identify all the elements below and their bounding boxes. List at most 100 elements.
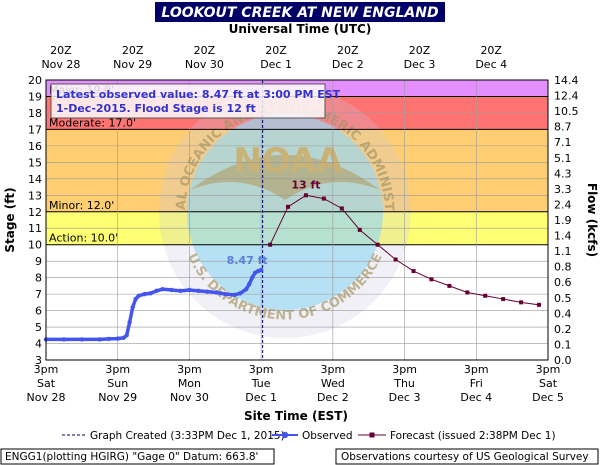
bottom-tick-day: Sat xyxy=(37,377,56,390)
bottom-tick-date: Nov 29 xyxy=(98,391,137,404)
left-axis-title: Stage (ft) xyxy=(3,187,17,252)
flood-band-label-moderate: Moderate: 17.0' xyxy=(49,116,136,129)
observed-point xyxy=(232,292,237,298)
left-tick-label: 8 xyxy=(35,272,42,285)
bottom-tick-time: 3pm xyxy=(464,363,489,376)
left-tick-label: 9 xyxy=(35,255,42,268)
forecast-peak-label: 13 ft xyxy=(291,178,320,191)
left-tick-label: 19 xyxy=(28,90,42,103)
right-axis-ticks: 0.0 0.1 0.2 0.4 0.5 0.6 0.8 1.1 1.4 1.9 2.4 3.3 4.3 5… xyxy=(554,74,579,367)
right-tick-label: 0.1 xyxy=(554,338,572,351)
observed-point xyxy=(160,286,165,292)
top-tick-time: 20Z xyxy=(50,44,72,57)
forecast-point xyxy=(411,269,416,274)
observed-point xyxy=(136,293,141,298)
left-tick-label: 11 xyxy=(28,222,42,235)
bottom-tick-date: Nov 28 xyxy=(27,391,66,404)
right-tick-label: 1.4 xyxy=(554,230,572,243)
right-tick-label: 3.3 xyxy=(554,183,572,196)
left-tick-label: 12 xyxy=(28,206,42,219)
top-tick-time: 20Z xyxy=(337,44,359,57)
top-tick-date: Dec 1 xyxy=(260,58,292,71)
bottom-axis-title: Site Time (EST) xyxy=(244,409,348,423)
right-axis-title: Flow (kcfs) xyxy=(585,183,599,257)
right-tick-label: 0.4 xyxy=(554,307,572,320)
latest-observed-line1: Latest observed value: 8.47 ft at 3:00 P… xyxy=(56,88,341,101)
forecast-point xyxy=(537,302,542,307)
right-tick-label: 1.9 xyxy=(554,214,572,227)
bottom-tick-day: Sat xyxy=(539,377,558,390)
forecast-point xyxy=(339,206,344,211)
bottom-tick-day: Fri xyxy=(470,377,483,390)
left-axis-ticks: 3 4 5 6 7 8 9 10 11 12 13 14 15 16 17 18 19 20 xyxy=(28,74,42,367)
footer-credit-text: Observations courtesy of US Geological S… xyxy=(341,451,589,463)
right-tick-label: 10.5 xyxy=(554,105,579,118)
top-axis-label: Universal Time (UTC) xyxy=(229,22,372,36)
left-tick-label: 20 xyxy=(28,74,42,87)
observed-point xyxy=(258,267,264,273)
bottom-tick-day: Sun xyxy=(107,377,128,390)
left-tick-label: 7 xyxy=(35,288,42,301)
plot-frame xyxy=(45,79,549,361)
flood-band-label-action: Action: 10.0' xyxy=(49,232,118,245)
left-tick-label: 15 xyxy=(28,156,42,169)
observed-point xyxy=(154,288,159,294)
legend: Graph Created (3:33PM Dec 1, 2015) Obser… xyxy=(62,430,556,442)
footer-datum-box xyxy=(0,448,275,465)
right-tick-label: 4.3 xyxy=(554,167,572,180)
forecast-point xyxy=(357,227,362,232)
right-tick-label: 7.1 xyxy=(554,136,572,149)
right-tick-label: 8.7 xyxy=(554,121,572,134)
observed-point xyxy=(238,291,243,296)
legend-graph-created-label: Graph Created (3:33PM Dec 1, 2015) xyxy=(90,430,285,442)
observed-point xyxy=(187,287,192,293)
bottom-tick-date: Dec 5 xyxy=(532,391,564,404)
left-tick-label: 13 xyxy=(28,189,42,202)
forecast-point xyxy=(501,297,506,302)
watermark-logo-text: NOAA xyxy=(233,141,343,181)
observed-value-label: 8.47 ft xyxy=(227,254,268,267)
footer-datum-text: ENGG1(plotting HGIRG) "Gage 0" Datum: 66… xyxy=(5,451,258,463)
bottom-tick-time: 3pm xyxy=(34,363,59,376)
bottom-tick-day: Thu xyxy=(393,377,415,390)
observed-point xyxy=(106,336,111,342)
right-tick-label: 0.6 xyxy=(554,276,572,289)
top-tick-date: Dec 3 xyxy=(404,58,436,71)
bottom-tick-time: 3pm xyxy=(177,363,202,376)
observed-point xyxy=(205,289,210,294)
top-tick-time: 20Z xyxy=(122,44,144,57)
forecast-point xyxy=(429,277,434,282)
forecast-point xyxy=(321,196,326,201)
forecast-point xyxy=(393,257,398,262)
bottom-tick-time: 3pm xyxy=(105,363,130,376)
left-tick-label: 16 xyxy=(28,140,42,153)
footer-credit-box xyxy=(335,448,599,465)
top-tick-date: Nov 29 xyxy=(113,58,152,71)
bottom-tick-time: 3pm xyxy=(536,363,561,376)
bottom-tick-time: 3pm xyxy=(392,363,417,376)
observed-point xyxy=(142,291,147,297)
observed-point xyxy=(249,275,255,280)
forecast-point xyxy=(483,293,488,298)
observed-point xyxy=(196,288,201,294)
observed-point xyxy=(223,291,228,297)
forecast-point xyxy=(465,290,470,295)
left-tick-label: 6 xyxy=(35,305,42,318)
left-tick-label: 10 xyxy=(28,239,42,252)
top-tick-date: Dec 2 xyxy=(332,58,364,71)
forecast-point xyxy=(447,283,452,288)
legend-observed-label: Observed xyxy=(302,430,353,442)
right-tick-label: 2.4 xyxy=(554,198,572,211)
title-bar xyxy=(155,2,445,22)
top-tick-date: Nov 30 xyxy=(185,58,224,71)
observed-point xyxy=(178,288,183,294)
bottom-tick-date: Dec 2 xyxy=(317,391,349,404)
bottom-tick-date: Dec 1 xyxy=(245,391,277,404)
observed-point xyxy=(214,290,219,295)
legend-forecast-label: Forecast (issued 2:38PM Dec 1) xyxy=(390,430,556,442)
right-tick-label: 0.0 xyxy=(554,354,572,367)
top-tick-time: 20Z xyxy=(409,44,431,57)
observed-point xyxy=(148,291,153,296)
